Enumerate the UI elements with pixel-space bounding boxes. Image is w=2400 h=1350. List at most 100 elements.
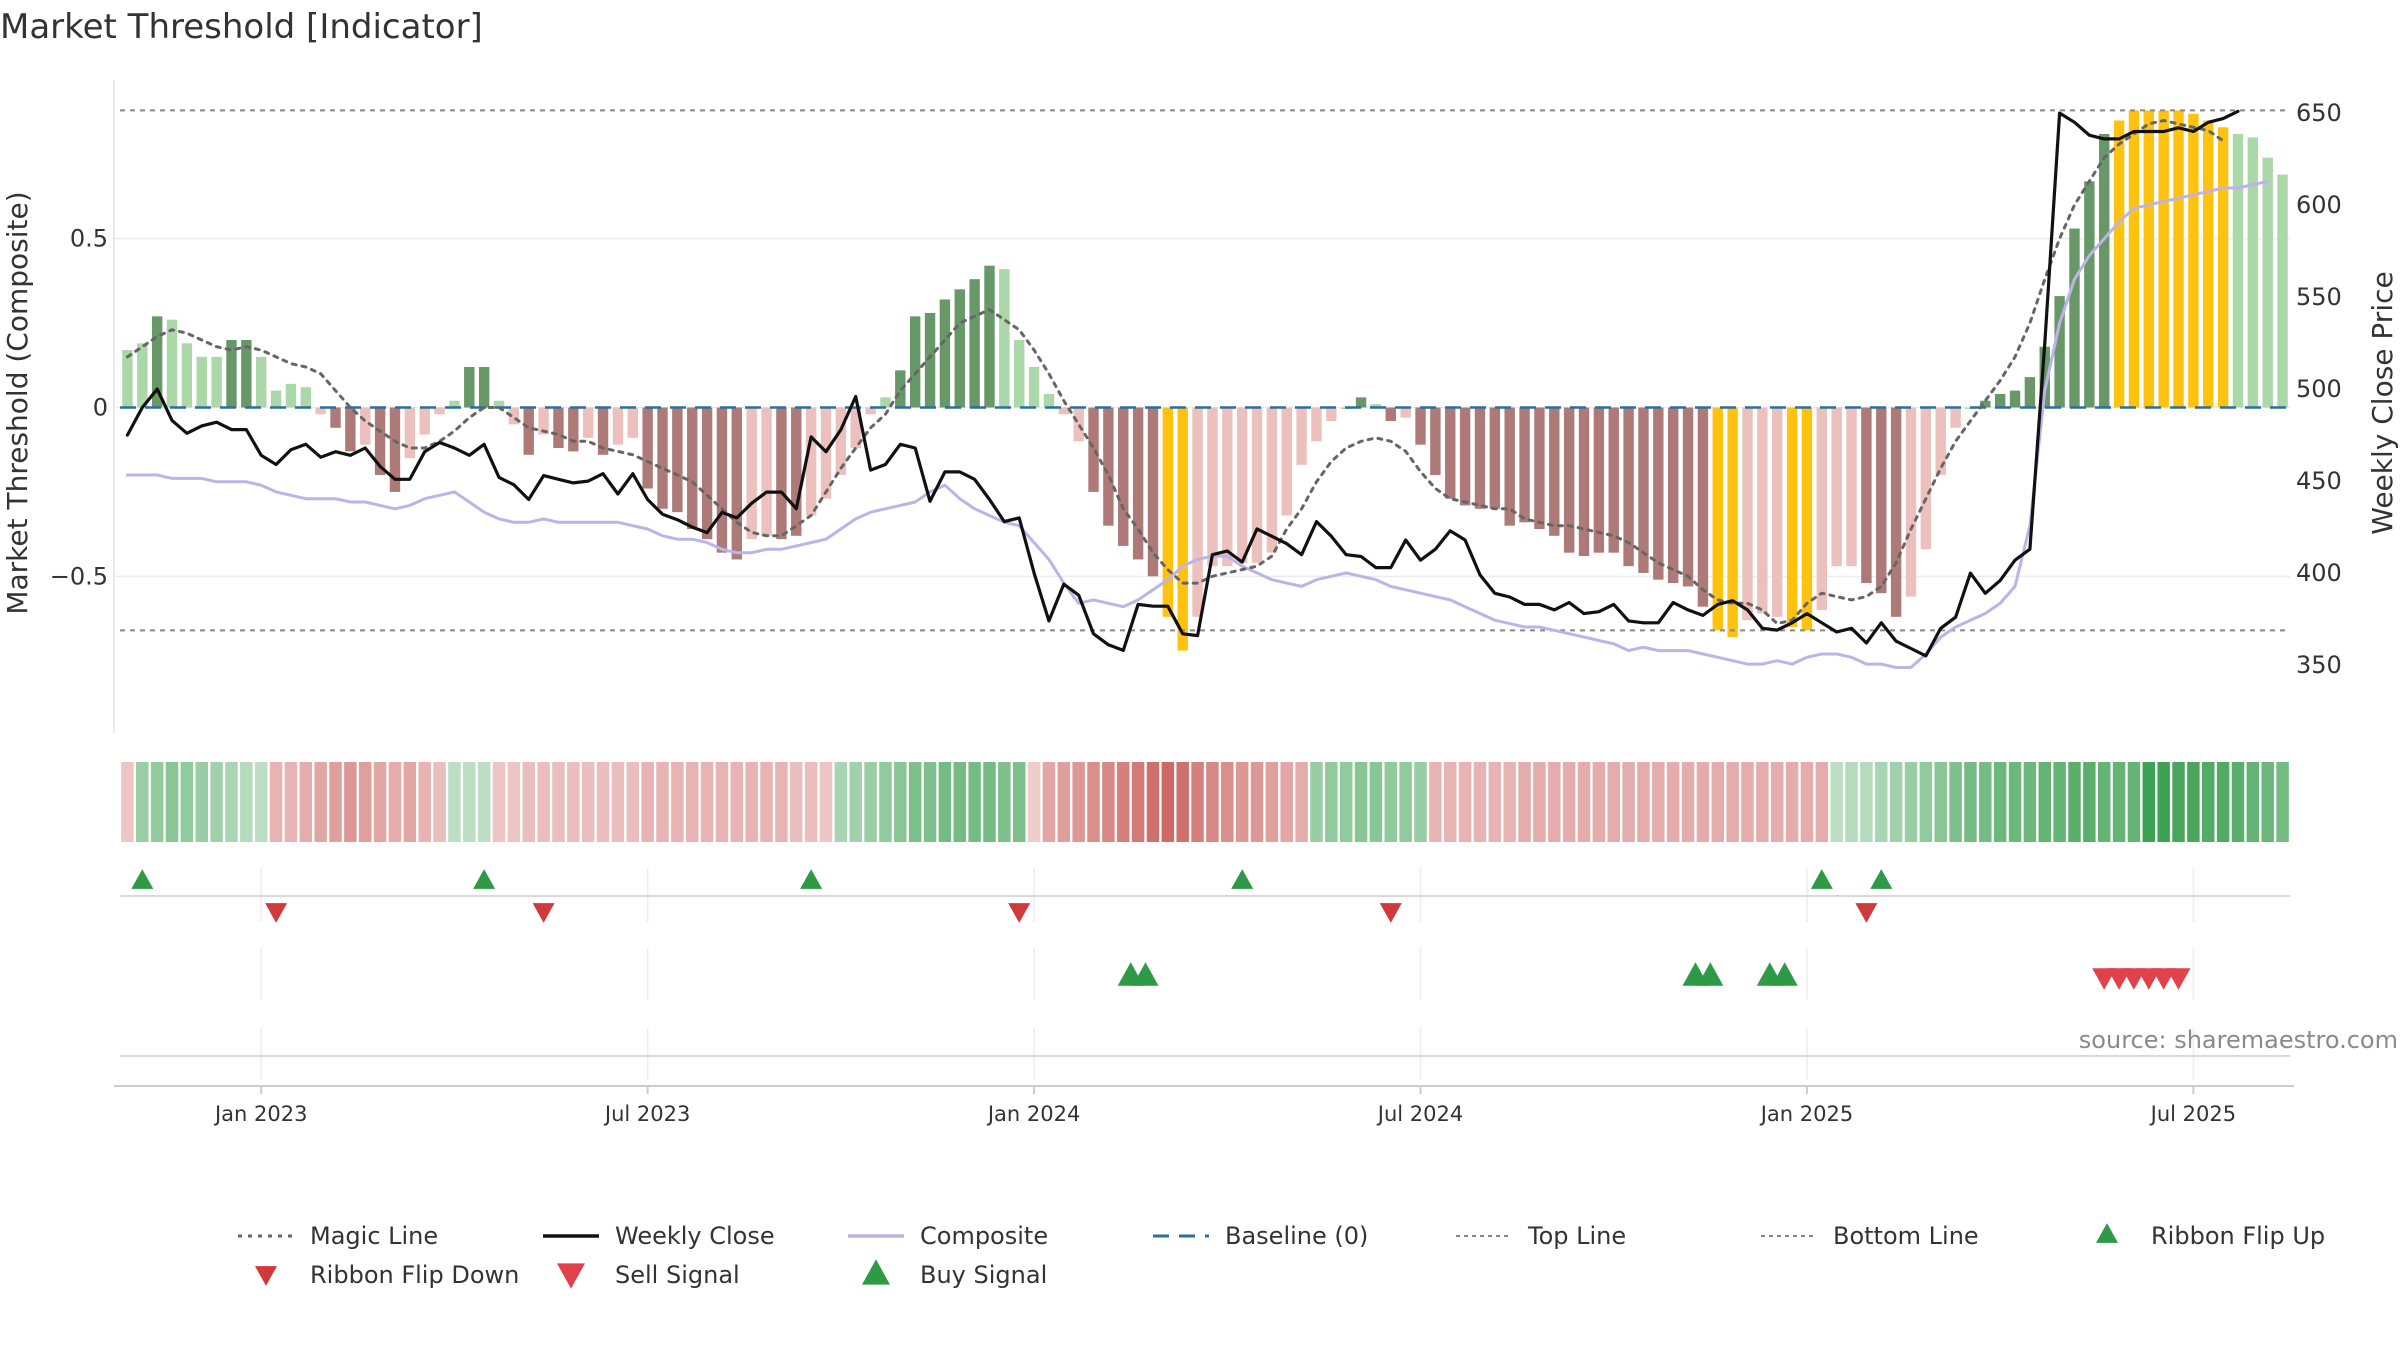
ribbon-cell [567, 762, 580, 842]
legend-item: Buy Signal [862, 1259, 1047, 1289]
composite-bar [2054, 296, 2065, 408]
x-tick-label: Jul 2025 [2149, 1102, 2236, 1126]
magic-line [125, 119, 2225, 626]
composite-bar [1504, 407, 1515, 526]
ribbon-cell [1087, 762, 1100, 842]
composite-bar [716, 407, 728, 553]
ribbon-cell [344, 762, 357, 842]
chart-title: Market Threshold [Indicator] [0, 7, 483, 47]
composite-bar [1563, 407, 1575, 553]
ribbon-cell [1057, 762, 1071, 842]
composite-bar [1519, 407, 1530, 523]
composite-bar [2069, 228, 2080, 408]
ribbon-cell [700, 762, 714, 842]
composite-bar [776, 407, 787, 540]
buy-signal-marker [1132, 962, 1159, 986]
composite-bar [1786, 407, 1798, 627]
ribbon-cell [745, 762, 758, 842]
composite-bar [464, 366, 475, 408]
y-right-tick-label: 550 [2296, 283, 2342, 311]
composite-bar [2113, 120, 2125, 408]
legend-item: Baseline (0) [1153, 1222, 1368, 1250]
composite-bar [1757, 407, 1768, 614]
composite-bar [1474, 407, 1486, 509]
ribbon-flip-up-marker [800, 869, 823, 889]
y-axis-right-title: Weekly Close Price [2366, 271, 2399, 534]
composite-bar [1430, 407, 1441, 476]
composite-bar [1132, 407, 1144, 560]
ribbon-cell [2038, 762, 2052, 842]
ribbon-cell [1666, 762, 1680, 842]
composite-bar [1266, 407, 1278, 553]
ribbon-cell [671, 762, 684, 842]
ribbon-cell [284, 762, 298, 842]
composite-bar [389, 407, 401, 492]
ribbon-cell [596, 762, 610, 842]
ribbon-cell [1265, 762, 1279, 842]
legend-label: Weekly Close [615, 1222, 775, 1250]
composite-bar [1088, 407, 1099, 492]
ribbon-cell [1458, 762, 1472, 842]
composite-bar [1905, 407, 1917, 597]
composite-bar [166, 319, 178, 408]
ribbon-cell [790, 762, 803, 842]
ribbon-cell [195, 762, 208, 842]
ribbon-cell [2172, 762, 2185, 842]
composite-bar [1861, 407, 1872, 584]
ribbon-cell [1235, 762, 1249, 842]
y-axis-left-title: Market Threshold (Composite) [1, 191, 34, 614]
composite-bar [1459, 407, 1471, 506]
composite-bar [2024, 377, 2036, 408]
ribbon-cell [1622, 762, 1635, 842]
ribbon-cell [1875, 762, 1888, 842]
ribbon-cell [804, 762, 818, 842]
ribbon-flip-down-marker [532, 903, 555, 923]
ribbon-cell [269, 762, 283, 842]
ribbon-cell [2202, 762, 2215, 842]
ribbon-cell [1102, 762, 1115, 842]
ribbon-cell [1993, 762, 2007, 842]
ribbon-cell [358, 762, 372, 842]
ribbon-cell [1741, 762, 1754, 842]
composite-bar [984, 265, 995, 408]
ribbon-cell [1443, 762, 1457, 842]
ribbon-cell [1949, 762, 1962, 842]
composite-bar [582, 407, 594, 438]
composite-bar [1549, 407, 1560, 536]
ribbon-cell [225, 762, 238, 842]
ribbon-cell [210, 762, 223, 842]
composite-bar [1296, 407, 1307, 465]
ribbon-cell [507, 762, 521, 842]
composite-bar [538, 407, 549, 435]
ribbon-cell [373, 762, 387, 842]
composite-bar [909, 316, 921, 408]
ribbon-cell [1785, 762, 1799, 842]
legend: Magic Line Weekly Close Composite Baseline … [238, 1222, 2325, 1289]
ribbon-cell [403, 762, 417, 842]
ribbon-cell [1146, 762, 1160, 842]
ribbon-cell [2023, 762, 2037, 842]
y-right-tick-label: 650 [2296, 99, 2342, 127]
composite-bar [1014, 339, 1025, 408]
ribbon-cell [1562, 762, 1576, 842]
x-tick-label: Jul 2024 [1376, 1102, 1463, 1126]
composite-bar [701, 407, 713, 540]
composite-bar [791, 407, 802, 536]
ribbon-cell [1919, 762, 1933, 842]
ribbon-cell [1429, 762, 1442, 842]
composite-bar [1073, 407, 1084, 442]
ribbon-cell [1592, 762, 1606, 842]
composite-bar [1058, 407, 1070, 415]
y-right-tick-label: 500 [2296, 375, 2342, 403]
ribbon-cell [611, 762, 625, 842]
ribbon-cell [1681, 762, 1695, 842]
ribbon-cell [938, 762, 952, 842]
ribbon-cell [1117, 762, 1130, 842]
composite-bar [1147, 407, 1159, 577]
ribbon-cell [1488, 762, 1502, 842]
ribbon-cell [254, 762, 268, 842]
ribbon-cell [1414, 762, 1427, 842]
ribbon-cell [329, 762, 342, 842]
ribbon-cell [2246, 762, 2260, 842]
ribbon-cell [2053, 762, 2066, 842]
